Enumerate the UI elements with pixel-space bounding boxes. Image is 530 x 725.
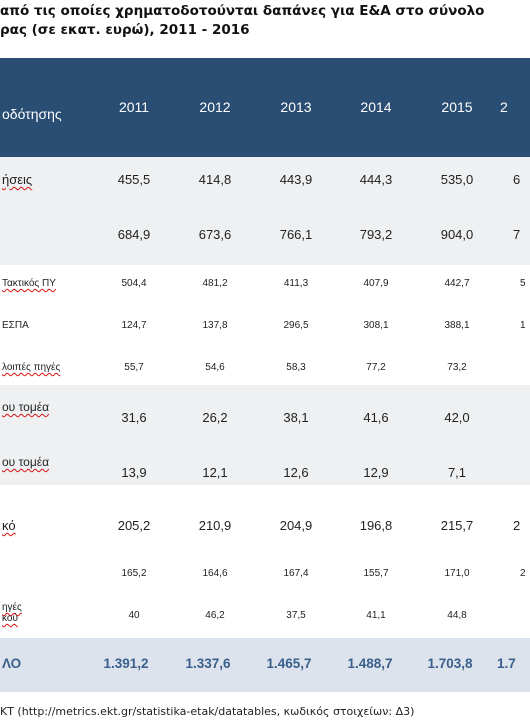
- total-cell: 1.337,6: [185, 656, 231, 671]
- cell: 41,1: [366, 610, 386, 621]
- row-label: ου τομέα: [2, 400, 50, 414]
- cell: 124,7: [121, 320, 147, 331]
- table-row: Τακτικός ΠΥ 504,4 481,2 411,3 407,9 442,…: [0, 278, 530, 294]
- cell: 2: [520, 568, 526, 579]
- cell: 766,1: [279, 227, 313, 242]
- title-line-2: ρας (σε εκατ. ευρώ), 2011 - 2016: [0, 22, 250, 38]
- table-row: λοιπές πηγές 55,7 54,6 58,3 77,2 73,2: [0, 362, 530, 378]
- total-cell: 1.703,8: [427, 656, 473, 671]
- cell: 5: [520, 278, 526, 289]
- cell: 40: [128, 610, 140, 621]
- table-row: ήσεις 455,5 414,8 443,9 444,3 535,0 6: [0, 172, 530, 192]
- header-label: οδότησης: [2, 106, 62, 122]
- cell: 407,9: [363, 278, 389, 289]
- cell: 12,6: [283, 465, 309, 480]
- table-row: 684,9 673,6 766,1 793,2 904,0 7: [0, 227, 530, 247]
- cell: 684,9: [117, 227, 151, 242]
- cell: 504,4: [121, 278, 147, 289]
- cell: 12,1: [202, 465, 228, 480]
- title-line-1: από τις οποίες χρηματοδοτούνται δαπάνες …: [0, 3, 485, 19]
- cell: 210,9: [198, 518, 232, 533]
- header-year: 2015: [441, 99, 473, 115]
- cell: 31,6: [121, 410, 147, 425]
- total-label: ΛΟ: [2, 656, 22, 671]
- cell: 58,3: [286, 362, 306, 373]
- cell: 37,5: [286, 610, 306, 621]
- cell: 455,5: [117, 172, 151, 187]
- total-row: ΛΟ 1.391,2 1.337,6 1.465,7 1.488,7 1.703…: [0, 638, 530, 692]
- cell: 388,1: [444, 320, 470, 331]
- cell: 414,8: [198, 172, 232, 187]
- row-label: ΕΣΠΑ: [2, 320, 29, 331]
- cell: 7,1: [447, 465, 467, 480]
- row-label: ηγές κού: [2, 602, 22, 624]
- cell: 44,8: [447, 610, 467, 621]
- header-year: 2: [500, 99, 508, 115]
- row-label: ου τομέα: [2, 455, 50, 469]
- cell: 38,1: [283, 410, 309, 425]
- cell: 904,0: [440, 227, 474, 242]
- cell: 6: [513, 172, 521, 187]
- table-title: από τις οποίες χρηματοδοτούνται δαπάνες …: [0, 2, 530, 40]
- cell: 1: [520, 320, 526, 331]
- cell: 46,2: [205, 610, 225, 621]
- total-cell: 1.7: [497, 656, 516, 671]
- cell: 196,8: [359, 518, 393, 533]
- cell: 171,0: [444, 568, 470, 579]
- cell: 411,3: [283, 278, 309, 289]
- header-year: 2011: [118, 99, 150, 115]
- row-label: κό: [2, 518, 16, 533]
- cell: 55,7: [124, 362, 144, 373]
- band-mid-gray: [0, 385, 530, 485]
- cell: 444,3: [359, 172, 393, 187]
- cell: 164,6: [202, 568, 228, 579]
- cell: 7: [513, 227, 521, 242]
- table-row: ου τομέα 31,6 26,2 38,1 41,6 42,0: [0, 400, 530, 436]
- cell: 793,2: [359, 227, 393, 242]
- band-white: [0, 485, 530, 547]
- cell: 442,7: [444, 278, 470, 289]
- row-label: λοιπές πηγές: [2, 362, 61, 373]
- cell: 535,0: [440, 172, 474, 187]
- table-header: οδότησης 2011 2012 2013 2014 2015 2: [0, 58, 530, 157]
- cell: 137,8: [202, 320, 228, 331]
- cell: 42,0: [444, 410, 470, 425]
- cell: 481,2: [202, 278, 228, 289]
- row-label: ήσεις: [2, 172, 33, 187]
- header-year: 2013: [280, 99, 312, 115]
- cell: 26,2: [202, 410, 228, 425]
- total-cell: 1.488,7: [347, 656, 393, 671]
- total-cell: 1.391,2: [103, 656, 149, 671]
- cell: 165,2: [121, 568, 147, 579]
- cell: 215,7: [440, 518, 474, 533]
- cell: 54,6: [205, 362, 225, 373]
- source-note: ΚΤ (http://metrics.ekt.gr/statistika-eta…: [0, 705, 415, 718]
- cell: 77,2: [366, 362, 386, 373]
- cell: 308,1: [363, 320, 389, 331]
- band-top-gray: [0, 157, 530, 265]
- cell: 296,5: [283, 320, 309, 331]
- cell: 205,2: [117, 518, 151, 533]
- total-cell: 1.465,7: [266, 656, 312, 671]
- cell: 155,7: [363, 568, 389, 579]
- cell: 2: [513, 518, 521, 533]
- table-row: κό 205,2 210,9 204,9 196,8 215,7 2: [0, 518, 530, 538]
- cell: 73,2: [447, 362, 467, 373]
- cell: 204,9: [279, 518, 313, 533]
- cell: 443,9: [279, 172, 313, 187]
- row-label: Τακτικός ΠΥ: [2, 278, 56, 289]
- cell: 167,4: [283, 568, 309, 579]
- cell: 41,6: [363, 410, 389, 425]
- cell: 13,9: [121, 465, 147, 480]
- header-year: 2014: [360, 99, 392, 115]
- table-row: ΕΣΠΑ 124,7 137,8 296,5 308,1 388,1 1: [0, 320, 530, 336]
- table-row: ου τομέα 13,9 12,1 12,6 12,9 7,1: [0, 455, 530, 491]
- table-row: 165,2 164,6 167,4 155,7 171,0 2: [0, 568, 530, 584]
- cell: 12,9: [363, 465, 389, 480]
- header-year: 2012: [199, 99, 231, 115]
- cell: 673,6: [198, 227, 232, 242]
- table-row: ηγές κού 40 46,2 37,5 41,1 44,8: [0, 602, 530, 630]
